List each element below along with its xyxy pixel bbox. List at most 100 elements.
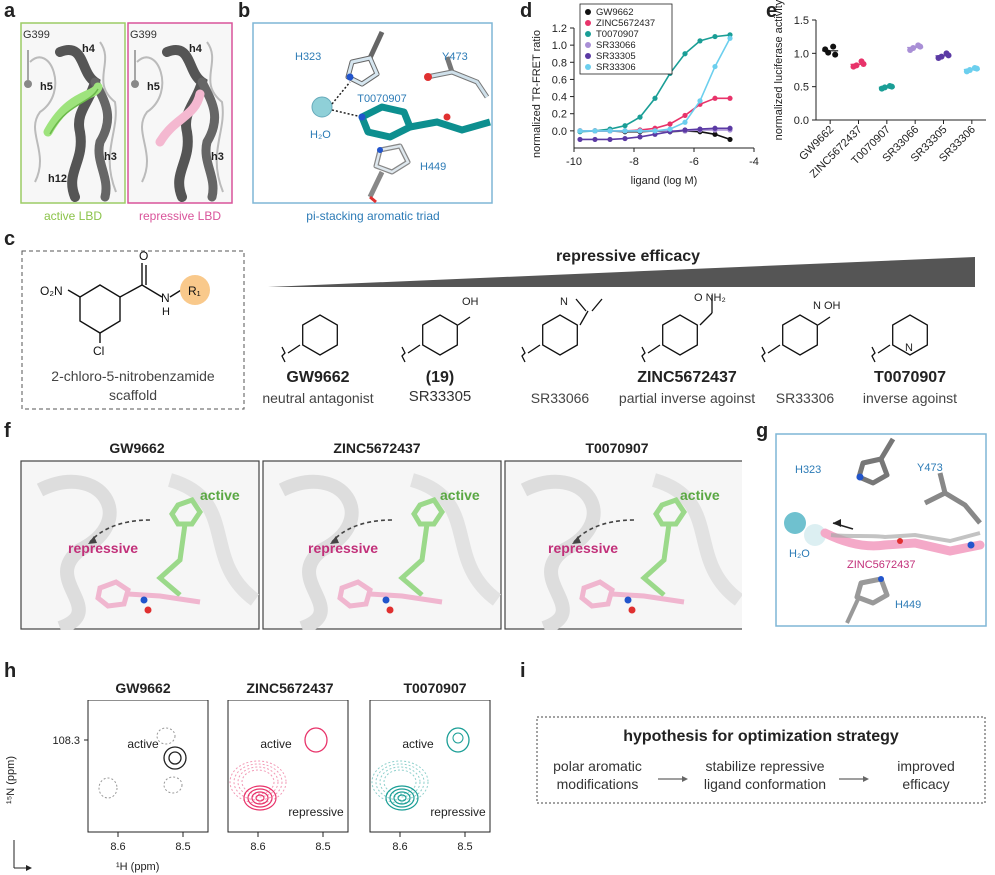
h-x-tick-label: 8.6	[250, 841, 265, 853]
f-ribbon	[520, 474, 601, 630]
h-contour	[255, 794, 265, 802]
f-ribbon	[36, 474, 117, 630]
c-cl: Cl	[93, 344, 104, 358]
h-y-label: ¹⁵N (ppm)	[5, 756, 17, 804]
i-step-1-line-2: modifications	[556, 776, 639, 792]
f-o-atom	[144, 606, 152, 614]
d-point	[667, 121, 673, 127]
d-point	[727, 35, 733, 41]
f-arrow	[573, 519, 635, 543]
c-o2n: O₂N	[40, 284, 63, 298]
h-contour	[233, 763, 283, 801]
c-wavy-bond	[401, 346, 406, 363]
h-contour	[241, 769, 275, 795]
e-point	[858, 58, 865, 65]
d-x-tick-label: -4	[749, 156, 759, 168]
h-repressive-label: repressive	[430, 805, 486, 819]
d-point	[712, 95, 718, 101]
panel-label-g: g	[756, 420, 769, 442]
d-point	[712, 63, 718, 70]
c-scaffold-caption-1: 2-chloro-5-nitrobenzamide	[51, 368, 215, 384]
h-active-label: active	[260, 737, 292, 751]
d-legend-marker	[585, 20, 591, 26]
h-contour	[385, 785, 419, 811]
c-nme-bond	[579, 310, 589, 326]
d-point	[697, 38, 703, 44]
panel-i-flow	[536, 716, 986, 804]
d-point	[622, 128, 628, 134]
h-contour	[371, 760, 429, 804]
c-comp-4-sub: partial inverse agoinst	[618, 390, 756, 406]
h-contour	[393, 791, 411, 805]
f-repressive-2: repressive	[308, 540, 379, 556]
d-legend-label: SR33306	[596, 62, 636, 73]
c-attach-bond	[647, 344, 661, 354]
h-contour	[229, 760, 287, 804]
f-active-1: active	[200, 487, 240, 503]
chart-luciferase: 0.0 0.5 1.0 1.5 normalized luciferase activi…	[773, 0, 986, 181]
f-active-ring	[411, 496, 446, 527]
g-res-y473: Y473	[917, 462, 943, 474]
panel-c-series: O₂N O N H R₁ Cl 2-chloro-5-nitrobenzamid…	[21, 248, 975, 410]
f-title-1: GW9662	[109, 440, 165, 456]
d-point	[682, 127, 688, 133]
d-legend-marker	[585, 53, 591, 59]
panel-label-h: h	[4, 660, 17, 682]
a-right-res-label: G399	[130, 29, 157, 41]
e-point	[886, 83, 893, 89]
h-axis-arrowhead	[26, 865, 32, 871]
f-repressive-chain	[611, 591, 685, 605]
f-arrowhead	[572, 536, 581, 544]
d-point	[637, 114, 643, 120]
f-arrow	[89, 519, 151, 543]
d-point	[682, 51, 688, 57]
d-y-tick-label: 0.2	[552, 109, 567, 121]
h-x-tick-label: 8.6	[110, 841, 125, 853]
e-point	[832, 51, 839, 58]
f-repressive-3: repressive	[548, 540, 619, 556]
d-y-tick-label: 1.0	[552, 40, 567, 52]
c-comp-2-name: (19)	[425, 369, 455, 386]
h-active-label: active	[127, 737, 159, 751]
c-scaffold-caption-2: scaffold	[109, 387, 157, 403]
d-y-tick-label: 0.4	[552, 92, 567, 104]
d-point	[592, 136, 598, 143]
h-y-tick-label: 108.3	[52, 735, 80, 747]
h-contour	[379, 766, 421, 798]
c-comp-1-name: GW9662	[286, 369, 350, 386]
efficacy-wedge	[268, 257, 975, 287]
d-point	[712, 131, 718, 137]
f-repressive-ring	[337, 579, 373, 609]
c-attach-bond	[527, 344, 541, 354]
e-point	[938, 53, 945, 60]
d-point	[667, 126, 673, 132]
f-active-chain	[640, 523, 672, 597]
d-point	[577, 128, 583, 134]
d-point	[712, 125, 718, 131]
c-comp-3-sub: SR33066	[530, 390, 590, 406]
c-comp-6-name: T0070907	[873, 369, 947, 386]
h-contour	[247, 788, 273, 808]
d-point	[682, 119, 688, 125]
d-y-tick-label: 0.6	[552, 74, 567, 86]
d-point	[712, 33, 718, 40]
panel-label-b: b	[238, 0, 251, 22]
c-comp-2-sub: SR33305	[408, 388, 472, 405]
d-point	[727, 125, 733, 131]
f-o-atom	[628, 606, 636, 614]
h-repressive-label: repressive	[288, 805, 344, 819]
e-y-tick-label: 0.0	[794, 115, 809, 127]
d-point	[682, 112, 688, 119]
c-ring-5	[782, 314, 818, 356]
c-attach-bond	[287, 344, 301, 354]
c-r1: R₁	[188, 284, 201, 298]
d-point	[727, 136, 733, 143]
f-title-2: ZINC5672437	[333, 440, 421, 456]
f-repressive-chain	[369, 591, 443, 605]
chart-tr-fret: 0.0 0.2 0.4 0.6 0.8 1.0 1.2 -10 -8 -6 -4 ligand (lo…	[531, 3, 759, 187]
d-legend-label: T0070907	[596, 29, 639, 40]
c-amide-bond	[699, 312, 713, 326]
d-point	[607, 128, 613, 134]
c-wavy-bond	[641, 346, 646, 363]
f-n-atom	[624, 596, 632, 604]
